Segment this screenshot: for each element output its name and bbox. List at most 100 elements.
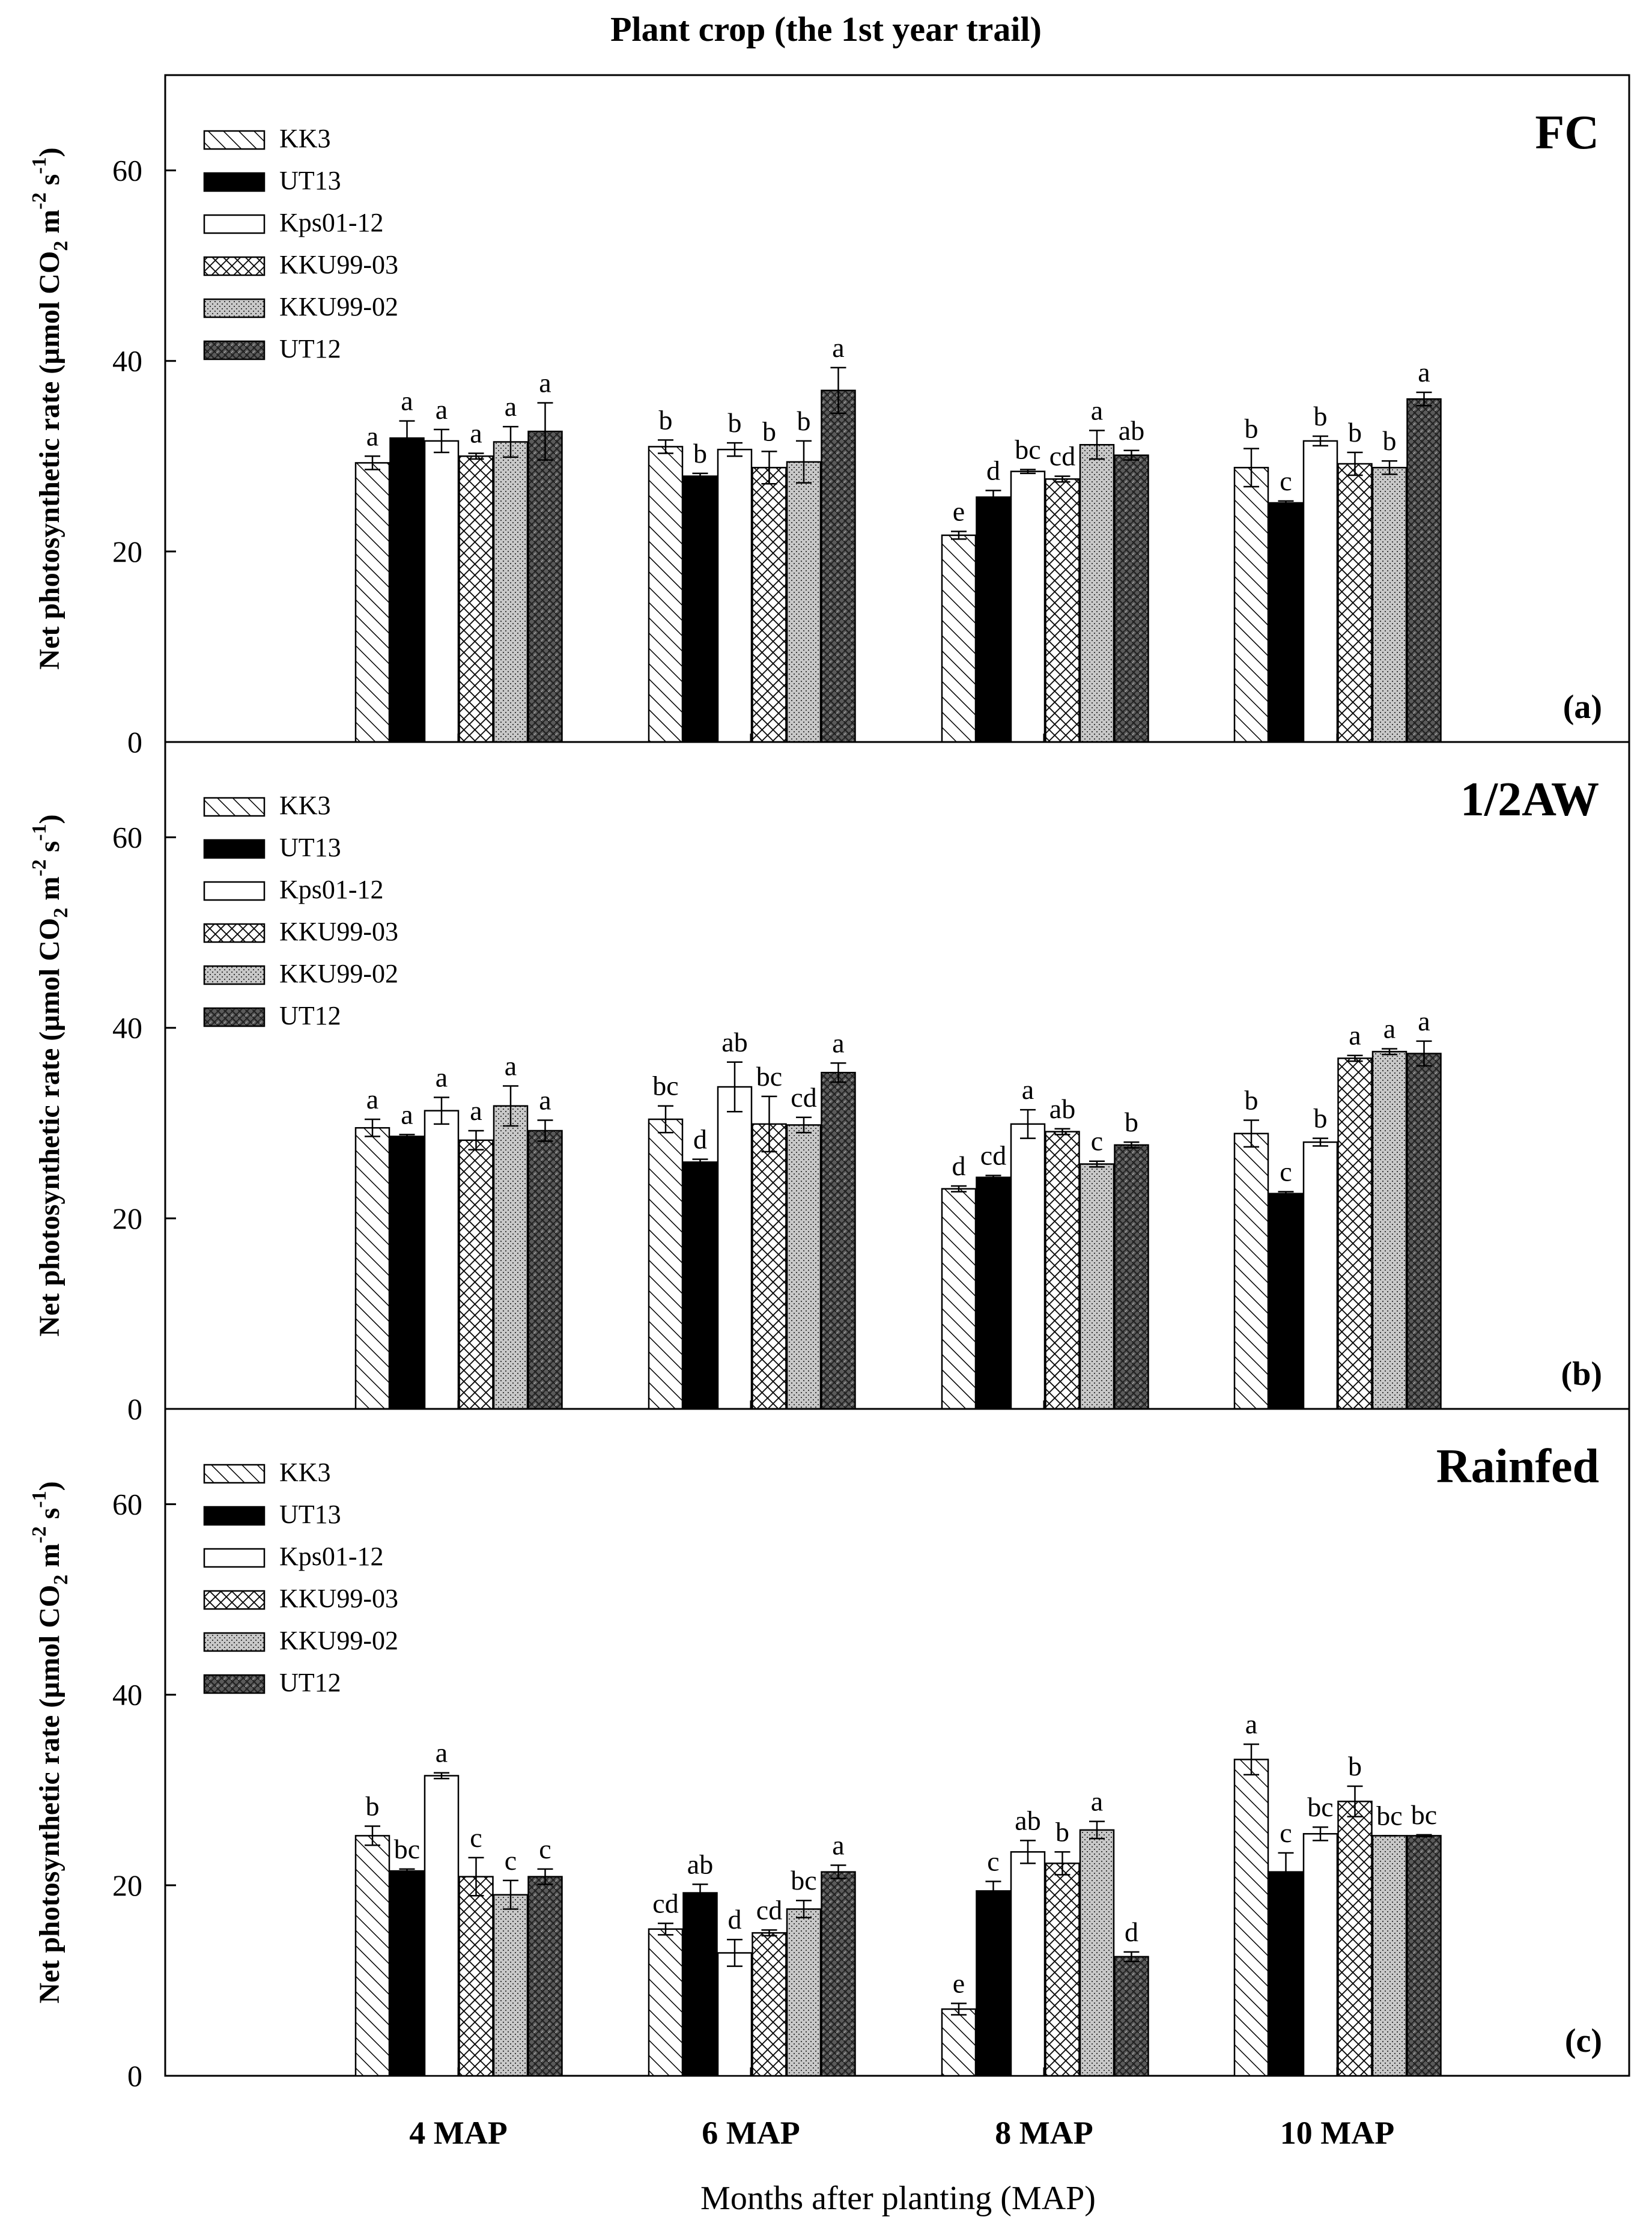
error-bar: [1020, 469, 1036, 475]
y-tick-label: 20: [112, 1202, 142, 1235]
panel-label: (a): [1563, 689, 1602, 726]
error-bar: [951, 1185, 967, 1193]
error-bar: [761, 1929, 777, 1937]
significance-letter: b: [1125, 1107, 1138, 1137]
y-tick-label: 40: [112, 344, 142, 378]
error-bar: [796, 440, 812, 484]
significance-letter: b: [1245, 413, 1259, 444]
x-category-labels: 4 MAP 6 MAP 8 MAP 10 MAP: [409, 2115, 1394, 2151]
bar-Kps01-12-10 MAP: [1302, 1141, 1338, 1410]
significance-letter: cd: [756, 1894, 782, 1925]
y-tick-label: 0: [127, 1392, 142, 1426]
bar-UT13-8 MAP: [976, 496, 1011, 743]
error-bar: [1054, 1851, 1070, 1876]
y-axis-label: Net photosynthetic rate (µmol CO2 m-2 s-…: [28, 814, 72, 1336]
bar-UT12-8 MAP: [1114, 1144, 1149, 1410]
y-axis-label-part: -1: [28, 157, 50, 174]
significance-letter: a: [832, 1830, 844, 1861]
bar-KKU99-03-8 MAP: [1045, 1863, 1080, 2077]
chart-panels: 0 20 40 60 Net photosynthetic rate (µmol CO2…: [28, 74, 1630, 2151]
significance-letter: ab: [1119, 415, 1144, 446]
significance-letter: a: [1245, 1709, 1257, 1739]
bar-UT13-4 MAP: [389, 1136, 425, 1410]
error-bar: [468, 1130, 484, 1151]
error-bar: [985, 490, 1001, 505]
bar-UT12-8 MAP: [1114, 1956, 1149, 2077]
y-axis-label-part: ): [34, 1481, 65, 1491]
bar-KKU99-03-10 MAP: [1337, 463, 1373, 743]
significance-letter: c: [539, 1834, 551, 1864]
legend-swatch-KK3: [203, 797, 266, 817]
significance-letter: a: [470, 418, 482, 449]
significance-letter: bc: [394, 1834, 420, 1864]
bar-KKU99-02-6 MAP: [786, 461, 822, 743]
error-bar: [727, 442, 742, 457]
error-bar: [468, 452, 484, 460]
y-axis-label-part: -2: [28, 192, 50, 209]
error-bar: [985, 1175, 1001, 1181]
error-bar: [1054, 1128, 1070, 1136]
significance-letter: e: [953, 1968, 965, 1998]
significance-letter: b: [1314, 1103, 1328, 1134]
error-bar: [1244, 1119, 1259, 1148]
error-bar: [537, 1868, 553, 1885]
y-tick-label: 60: [112, 821, 142, 854]
y-axis-label-part: m: [34, 877, 65, 908]
legend-swatch-KK3: [203, 1464, 266, 1484]
bar-KKU99-02-6 MAP: [786, 1908, 822, 2077]
y-axis-label-part: ): [34, 147, 65, 157]
significance-letter: ab: [1049, 1093, 1075, 1124]
bar-Kps01-12-4 MAP: [424, 1110, 460, 1410]
legend-swatch-UT12: [203, 1007, 266, 1027]
significance-letter: b: [1348, 417, 1362, 448]
significance-letter: a: [1022, 1074, 1034, 1105]
error-bar: [1089, 1160, 1105, 1168]
error-bar: [1123, 1951, 1140, 1962]
legend-label-UT13: UT13: [279, 1500, 341, 1529]
y-axis-label-part: ): [34, 814, 65, 824]
y-axis-label-part: s: [34, 841, 65, 860]
error-bar: [399, 1134, 415, 1139]
bar-KK3-8 MAP: [941, 1188, 977, 1410]
significance-letter: bc: [791, 1865, 816, 1896]
bar-KK3-6 MAP: [648, 1928, 684, 2077]
legend-label-UT13: UT13: [279, 833, 341, 862]
legend-label-KK3: KK3: [279, 791, 331, 820]
bar-KKU99-02-4 MAP: [493, 1105, 529, 1410]
significance-letter: a: [401, 386, 413, 416]
x-category-label: 6 MAP: [702, 2115, 800, 2151]
bar-Kps01-12-6 MAP: [717, 448, 753, 743]
legend-label-KKU99-03: KKU99-03: [279, 917, 398, 946]
significance-letter: c: [505, 1845, 517, 1876]
bar-UT12-10 MAP: [1406, 1053, 1442, 1410]
significance-letter: a: [366, 421, 378, 451]
legend-swatch-KK3: [203, 130, 266, 150]
bar-KKU99-02-10 MAP: [1371, 1051, 1408, 1410]
bar-Kps01-12-4 MAP: [424, 1775, 460, 2077]
error-bar: [727, 1938, 742, 1967]
plot-frame: [164, 1408, 1630, 2077]
bar-UT12-10 MAP: [1406, 1835, 1442, 2077]
bar-KKU99-03-8 MAP: [1045, 1131, 1080, 1410]
significance-letter: bc: [1376, 1800, 1402, 1831]
significance-letter: a: [539, 1085, 551, 1116]
significance-letter: bc: [1015, 434, 1040, 464]
bar-KKU99-03-10 MAP: [1337, 1057, 1373, 1410]
error-bar: [1089, 430, 1105, 460]
bar-UT12-6 MAP: [821, 1071, 856, 1410]
error-bar: [434, 428, 449, 454]
y-axis-label-part: 2: [50, 1575, 72, 1585]
bar-UT13-10 MAP: [1268, 1193, 1304, 1410]
error-bar: [1382, 1048, 1397, 1056]
legend-swatch-Kps01-12: [203, 881, 266, 901]
bar-UT12-4 MAP: [527, 1130, 563, 1410]
y-axis-label-part: -2: [28, 859, 50, 876]
y-axis-label-part: -2: [28, 1526, 50, 1543]
error-bar: [1123, 1141, 1140, 1149]
error-bar: [1054, 475, 1070, 483]
significance-letter: a: [436, 394, 448, 425]
legend-label-UT12: UT12: [279, 1001, 341, 1030]
legend-label-UT12: UT12: [279, 1668, 341, 1697]
bar-UT12-4 MAP: [527, 1876, 563, 2077]
significance-letter: a: [832, 1027, 844, 1058]
